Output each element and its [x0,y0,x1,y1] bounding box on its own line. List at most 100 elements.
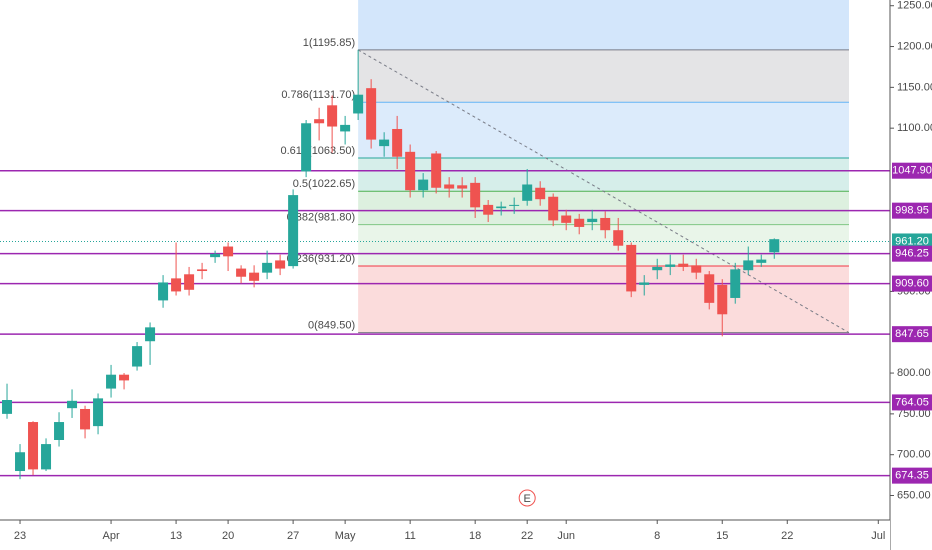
candle-body [743,260,754,271]
fib-zone [358,265,849,333]
level-tag [892,162,932,179]
time-axis-bg [0,520,890,550]
level-tag-label: 674.35 [895,470,929,482]
candle-body [93,398,104,427]
y-tick-label: 1250.00 [897,0,932,12]
level-tag [892,245,932,262]
candle-body [41,444,52,470]
candle-body [496,206,507,209]
candle-body [210,253,221,258]
candle-body [483,204,494,215]
fib-label: 0.618(1063.50) [281,145,356,157]
y-tick-label: 650.00 [897,489,931,501]
y-tick-label: 1200.00 [897,40,932,52]
candle-body [769,239,780,253]
x-tick-label: 13 [170,530,182,542]
candle-body [522,184,533,201]
candle-body [691,265,702,273]
candle-body [652,266,663,271]
candle-body [535,187,546,200]
candle-body [171,278,182,292]
candle-body [431,153,442,188]
level-tag-label: 998.95 [895,205,929,217]
level-tag [892,467,932,484]
candle-body [301,123,312,172]
level-tag [892,394,932,411]
candle-body [54,422,65,440]
y-tick-label: 800.00 [897,367,931,379]
candle-body [613,230,624,246]
level-tag [892,275,932,292]
x-tick-label: 8 [654,530,660,542]
price-axis-bg [890,0,932,550]
candle-body [106,374,117,389]
fib-label: 0.382(981.80) [287,212,356,224]
level-tag [892,326,932,343]
candle-body [327,105,338,127]
candle-body [626,244,637,292]
candle-body [119,374,130,381]
candle-body [756,259,767,263]
event-label: E [524,493,531,505]
candle-body [379,139,390,147]
candle-body [392,128,403,157]
level-tag-label: 764.05 [895,396,929,408]
candle-body [184,274,195,290]
candle-body [678,263,689,267]
candle-body [561,215,572,223]
candle-body [405,151,416,191]
y-tick-label: 1150.00 [897,81,932,93]
x-tick-label: 15 [716,530,728,542]
candle-body [444,184,455,189]
candle-body [457,185,468,189]
fib-label: 0(849.50) [308,320,355,332]
x-tick-label: Jun [557,530,575,542]
candle-body [262,262,273,273]
candle-body [80,408,91,430]
trend-line [357,49,850,334]
level-tag-label: 946.25 [895,248,929,260]
level-tag [892,202,932,219]
candle-body [158,282,169,301]
candle-body [574,218,585,227]
x-tick-label: 22 [521,530,533,542]
x-tick-label: Jul [871,530,885,542]
fib-extension [358,0,849,50]
candle-body [249,272,260,281]
level-tag-label: 909.60 [895,277,929,289]
x-tick-label: 23 [14,530,26,542]
candle-body [600,217,611,231]
x-tick-label: 11 [404,530,415,542]
candle-body [717,284,728,315]
x-tick-label: 27 [287,530,299,542]
candle-body [340,124,351,132]
candle-body [288,195,299,267]
candle-body [366,88,377,140]
fib-zone [358,224,849,266]
candle-body [67,400,78,409]
candle-body [548,196,559,221]
candle-body [314,119,325,124]
fib-zone [358,49,849,103]
x-tick-label: Apr [102,530,119,542]
candle-body [15,452,26,472]
x-tick-label: May [335,530,356,542]
candle-body [236,268,247,277]
candle-body [587,218,598,223]
candle-body [509,204,520,206]
y-tick-label: 1100.00 [897,122,932,134]
x-tick-label: 20 [222,530,234,542]
candle-body [704,274,715,303]
candle-body [223,246,234,257]
x-tick-label: 22 [781,530,793,542]
candle-body [665,264,676,267]
candle-body [730,269,741,298]
level-tag-label: 1047.90 [892,165,932,177]
fib-label: 0.5(1022.65) [293,178,355,190]
fib-label: 1(1195.85) [303,37,355,49]
y-tick-label: 700.00 [897,449,931,461]
y-tick-label: 750.00 [897,408,931,420]
candle-body [418,179,429,191]
fib-zone [358,102,849,158]
